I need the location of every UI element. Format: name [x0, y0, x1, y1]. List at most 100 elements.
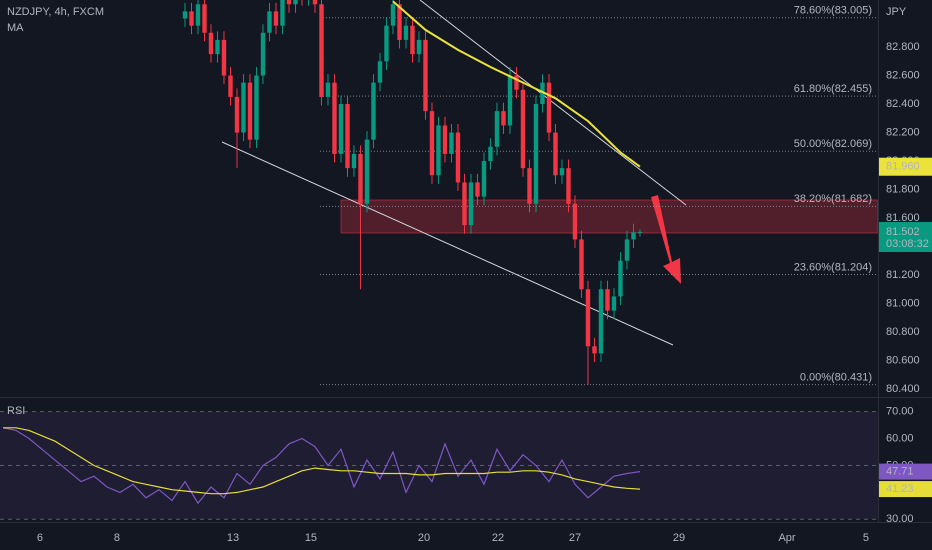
y-tick-label: 82.200 [886, 126, 920, 138]
candle-body [247, 82, 253, 140]
candle-body [572, 203, 578, 240]
rsi-label: 47.71 [886, 466, 914, 478]
candle-body [579, 239, 584, 290]
y-tick-label: 80.400 [886, 383, 920, 395]
candle-body [468, 182, 474, 226]
candle-body [592, 346, 597, 354]
candle-body [514, 75, 519, 90]
candle-body [254, 75, 259, 140]
candle-body [546, 82, 552, 133]
trend-line [419, 0, 687, 206]
candle-body [618, 260, 623, 297]
candle-body [351, 153, 357, 169]
currency: JPY [886, 6, 907, 18]
candle-body [364, 139, 370, 204]
candle-body [280, 0, 285, 26]
candle-body [390, 4, 396, 26]
countdown: 03:08:32 [886, 238, 929, 250]
candle-body [501, 111, 506, 126]
fib-label: 50.00%(82.069) [794, 138, 872, 150]
candle-body [260, 32, 266, 76]
chart-title: NZDJPY, 4h, FXCM [7, 6, 104, 18]
candle-body [481, 161, 487, 197]
candle-body [241, 82, 246, 133]
y-tick-label: 82.600 [886, 69, 920, 81]
moving-average [392, 0, 641, 168]
candle-body [189, 11, 194, 26]
candle-body [455, 132, 461, 183]
x-tick-label: 5 [863, 532, 869, 544]
candle-body [221, 39, 227, 76]
fib-label: 78.60%(83.005) [794, 5, 872, 17]
candle-body [377, 61, 383, 83]
last-price: 81.502 [886, 226, 920, 238]
candle-body [611, 296, 617, 311]
x-tick-label: 15 [305, 532, 317, 544]
x-tick-label: 6 [37, 532, 43, 544]
x-tick-label: 13 [227, 532, 239, 544]
candle-body [423, 39, 428, 112]
y-tick-label: 81.200 [886, 269, 920, 281]
candle-body [540, 82, 545, 105]
resistance-zone [340, 199, 879, 234]
legend-entry: MA [7, 22, 24, 34]
candle-body [637, 231, 643, 233]
rsi-label-box [879, 481, 932, 498]
candle-body [605, 289, 610, 311]
rsi-line [3, 427, 641, 495]
candle-body [520, 89, 526, 169]
candle-body [449, 132, 454, 154]
rsi-label: 41.23 [886, 483, 914, 495]
candle-body [338, 104, 344, 154]
price-label-box [879, 157, 932, 176]
candle-body [631, 232, 636, 240]
candle-body [332, 82, 337, 154]
candle-body [384, 25, 389, 62]
candle-body [358, 153, 363, 204]
candle-body [429, 111, 435, 176]
y-tick-label: 60.00 [886, 432, 914, 444]
price-label: 81.960 [886, 161, 920, 173]
candle-body [312, 0, 318, 5]
y-tick-label: 70.00 [886, 406, 914, 418]
rsi-line [2, 427, 641, 505]
candle-body [371, 82, 376, 140]
x-tick-label: 20 [418, 532, 430, 544]
candle-body [208, 32, 214, 55]
candle-body [416, 39, 422, 55]
y-tick-label: 81.800 [886, 183, 920, 195]
candle-body [527, 168, 532, 204]
candle-body [442, 125, 448, 154]
rsi-label-box [879, 463, 932, 480]
fib-label: 61.80%(82.455) [794, 83, 872, 95]
candle-body [234, 96, 240, 133]
candle-body [182, 11, 188, 19]
candle-body [533, 104, 539, 204]
candle-body [286, 0, 292, 5]
y-tick-label: 82.400 [886, 98, 920, 110]
last-price-box [879, 221, 932, 252]
candle-body [585, 289, 591, 347]
candle-body [475, 182, 480, 197]
candle-body [559, 168, 565, 176]
candle-body [507, 75, 513, 126]
x-tick-label: Apr [778, 532, 795, 544]
y-tick-label: 80.800 [886, 326, 920, 338]
candle-body [195, 4, 201, 26]
trend-line [221, 141, 674, 346]
candle-body [293, 0, 298, 5]
candle-body [566, 168, 571, 204]
candle-body [598, 289, 604, 354]
candle-body [410, 25, 415, 55]
candle-body [202, 4, 207, 33]
candle-body [462, 182, 467, 226]
fib-label: 23.60%(81.204) [794, 261, 872, 273]
y-tick-label: 81.600 [886, 212, 920, 224]
y-tick-label: 82.800 [886, 41, 920, 53]
candle-body [325, 82, 331, 97]
candle-body [397, 4, 402, 40]
fib-label: 0.00%(80.431) [800, 372, 872, 384]
x-tick-label: 27 [569, 532, 581, 544]
